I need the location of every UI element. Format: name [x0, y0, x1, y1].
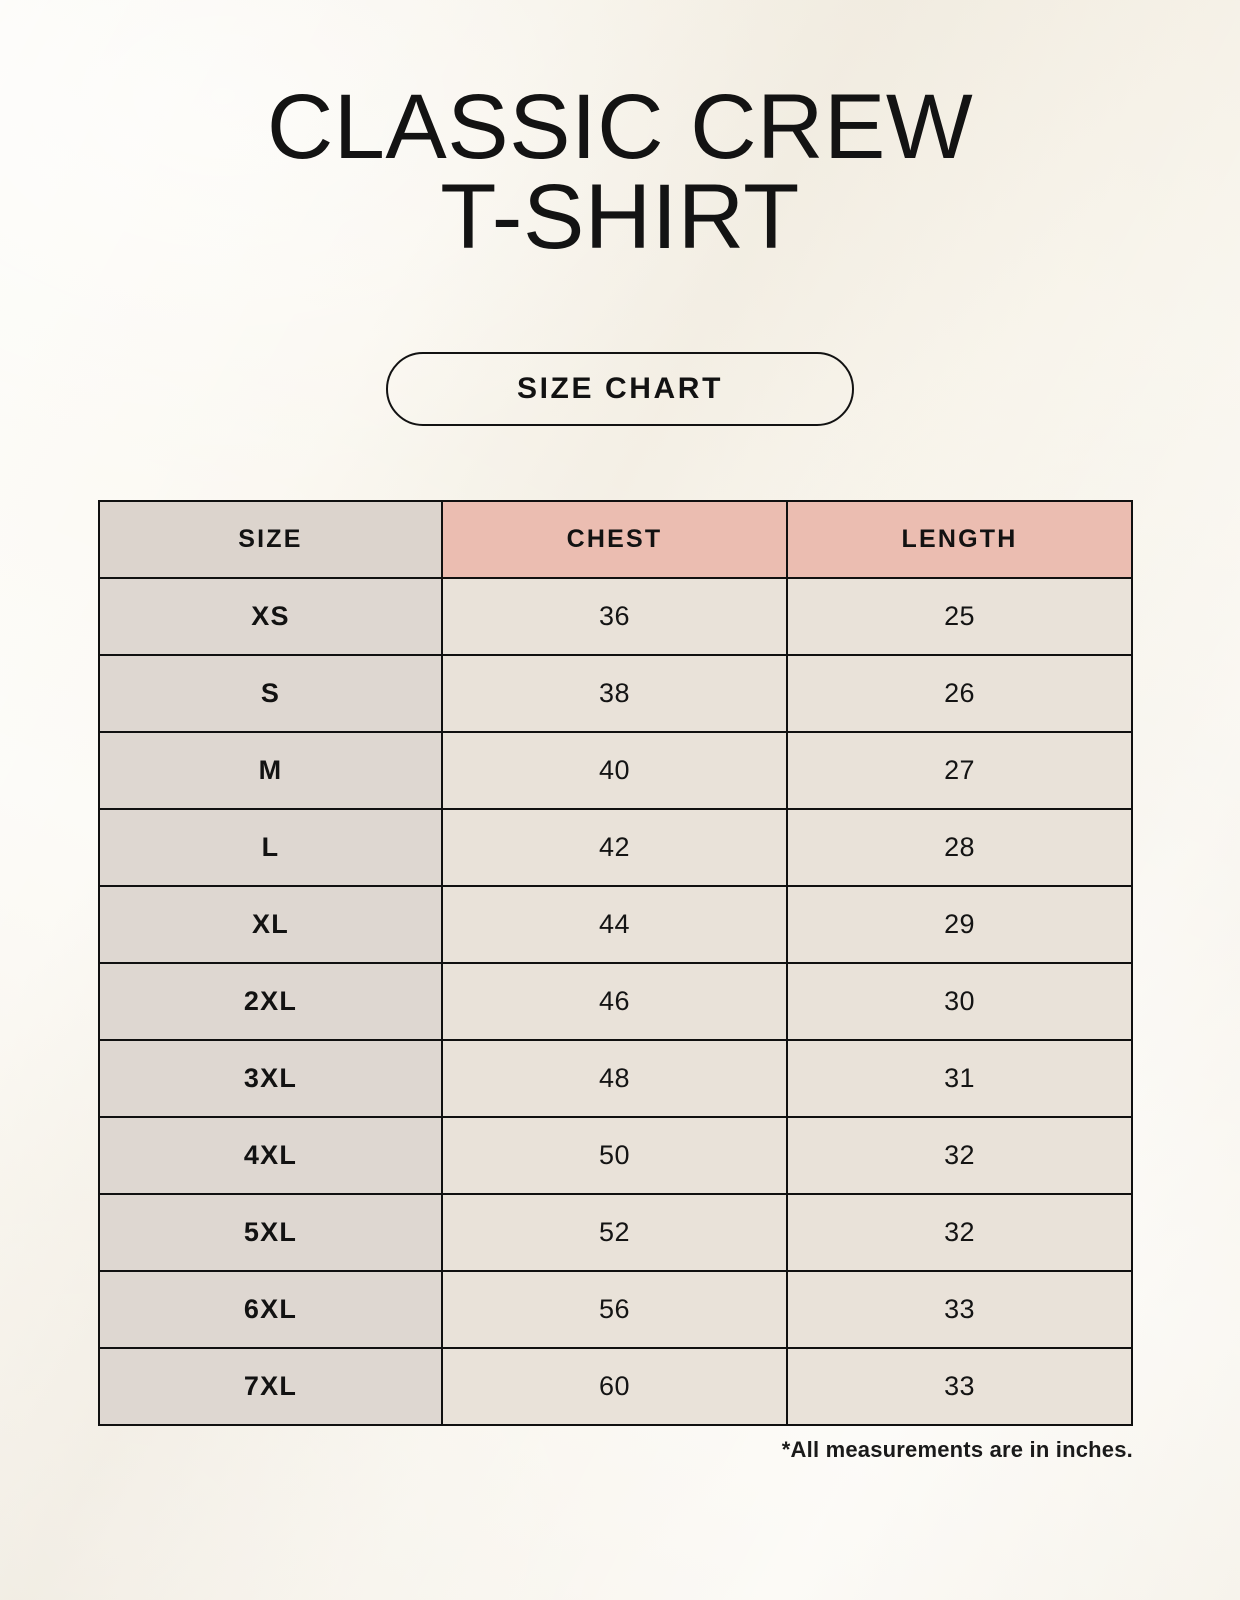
- cell-size: M: [98, 731, 443, 810]
- table-row: 7XL 60 33: [98, 1347, 1134, 1426]
- cell-length: 30: [785, 962, 1134, 1041]
- cell-chest: 46: [440, 962, 788, 1041]
- cell-chest: 42: [440, 808, 788, 887]
- cell-size: 2XL: [98, 962, 443, 1041]
- cell-length: 31: [785, 1039, 1134, 1118]
- cell-length: 29: [785, 885, 1134, 964]
- badge-container: SIZE CHART: [0, 352, 1240, 426]
- table-header: SIZE CHEST LENGTH: [98, 500, 1134, 579]
- column-header-length: LENGTH: [785, 500, 1134, 579]
- cell-size: L: [98, 808, 443, 887]
- size-table: SIZE CHEST LENGTH XS 36 25 S 38 26 M 40 27 L 42 28 X…: [98, 500, 1134, 1426]
- cell-chest: 60: [440, 1347, 788, 1426]
- cell-size: 5XL: [98, 1193, 443, 1272]
- cell-size: XL: [98, 885, 443, 964]
- table-row: 6XL 56 33: [98, 1270, 1134, 1349]
- measurements-footnote: *All measurements are in inches.: [781, 1437, 1133, 1462]
- table-row: XL 44 29: [98, 885, 1134, 964]
- column-header-size: SIZE: [98, 500, 443, 579]
- cell-chest: 38: [440, 654, 788, 733]
- cell-length: 33: [785, 1347, 1134, 1426]
- table-row: M 40 27: [98, 731, 1134, 810]
- table-row: XS 36 25: [98, 577, 1134, 656]
- cell-chest: 48: [440, 1039, 788, 1118]
- cell-chest: 44: [440, 885, 788, 964]
- table-row: L 42 28: [98, 808, 1134, 887]
- column-header-chest: CHEST: [440, 500, 788, 579]
- cell-size: 6XL: [98, 1270, 443, 1349]
- size-table-container: SIZE CHEST LENGTH XS 36 25 S 38 26 M 40 27 L 42 28 X…: [98, 500, 1134, 1426]
- table-body: XS 36 25 S 38 26 M 40 27 L 42 28 XL 44 29 2XL 46 30 3XL 48 3…: [98, 577, 1134, 1426]
- cell-chest: 36: [440, 577, 788, 656]
- cell-chest: 40: [440, 731, 788, 810]
- cell-size: 3XL: [98, 1039, 443, 1118]
- cell-chest: 50: [440, 1116, 788, 1195]
- cell-size: XS: [98, 577, 443, 656]
- cell-length: 25: [785, 577, 1134, 656]
- page-title: CLASSIC CREW T-SHIRT: [266, 76, 974, 269]
- table-row: 4XL 50 32: [98, 1116, 1134, 1195]
- table-row: 3XL 48 31: [98, 1039, 1134, 1118]
- table-row: 5XL 52 32: [98, 1193, 1134, 1272]
- cell-length: 32: [785, 1116, 1134, 1195]
- cell-size: 4XL: [98, 1116, 443, 1195]
- size-chart-badge: SIZE CHART: [386, 352, 854, 426]
- cell-length: 26: [785, 654, 1134, 733]
- table-row: 2XL 46 30: [98, 962, 1134, 1041]
- table-row: S 38 26: [98, 654, 1134, 733]
- cell-size: S: [98, 654, 443, 733]
- cell-chest: 52: [440, 1193, 788, 1272]
- cell-length: 33: [785, 1270, 1134, 1349]
- cell-size: 7XL: [98, 1347, 443, 1426]
- cell-length: 27: [785, 731, 1134, 810]
- cell-length: 28: [785, 808, 1134, 887]
- cell-length: 32: [785, 1193, 1134, 1272]
- table-header-row: SIZE CHEST LENGTH: [98, 500, 1134, 579]
- cell-chest: 56: [440, 1270, 788, 1349]
